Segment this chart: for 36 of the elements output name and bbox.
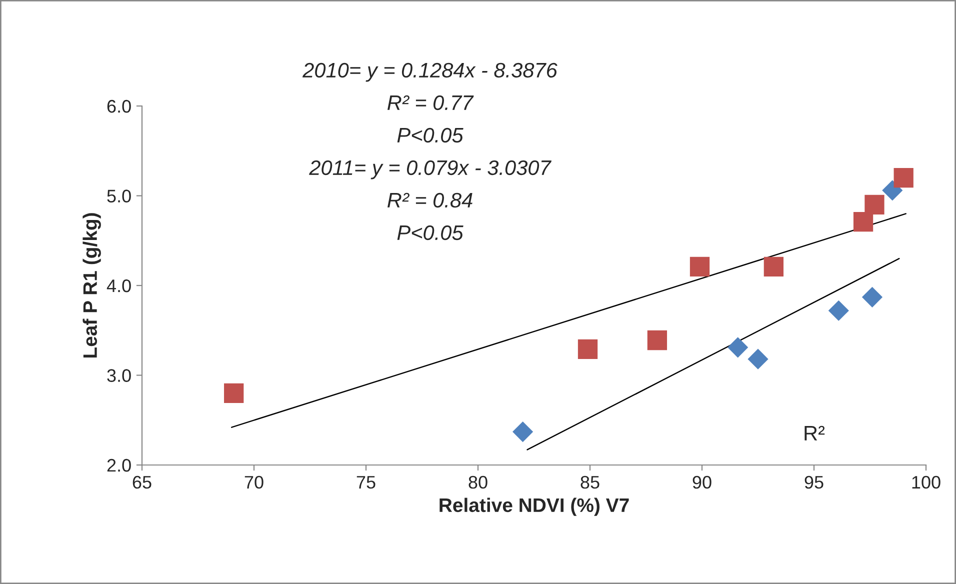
- point: [224, 383, 244, 404]
- point: [862, 286, 883, 308]
- point: [882, 180, 903, 201]
- annotation: P<0.05: [397, 225, 464, 240]
- point: [578, 339, 598, 360]
- point: [748, 348, 768, 370]
- annotation: R² = 0.77: [388, 95, 474, 110]
- x-tick-label: 90: [692, 476, 712, 489]
- point: [894, 168, 914, 188]
- x-tick-label: 80: [468, 476, 488, 489]
- point: [728, 337, 748, 358]
- point: [647, 330, 668, 350]
- point: [864, 194, 884, 215]
- annotation: P<0.05: [397, 128, 464, 143]
- point: [764, 256, 784, 276]
- x-tick-label: 65: [132, 476, 152, 489]
- point: [853, 212, 874, 232]
- point: [690, 256, 710, 276]
- x-tick-label: 95: [804, 476, 824, 489]
- x-tick-label: 70: [244, 476, 264, 489]
- point: [512, 421, 534, 442]
- x-tick-label: 100: [912, 476, 940, 489]
- x-axis-title: Relative NDVI (%) V7: [440, 498, 629, 516]
- y-tick-label: 5.0: [107, 190, 131, 202]
- y-tick-label: 2.0: [107, 458, 131, 472]
- annotation: 2011= y = 0.079x - 3.0307: [309, 160, 552, 180]
- annotation: R² = 0.84: [388, 192, 472, 208]
- text: 2010= y = 0.1284x - 8.3876: [302, 62, 558, 82]
- point: [828, 300, 849, 321]
- y-axis-title: Leaf P R1 (g/kg): [82, 213, 101, 358]
- annotation: R²: [804, 426, 825, 440]
- x-tick-label: 85: [580, 476, 600, 489]
- y-tick-label: 6.0: [107, 100, 131, 113]
- x-tick-label: 75: [356, 476, 376, 489]
- y-tick-label: 3.0: [107, 369, 131, 382]
- y-tick-label: 4.0: [106, 279, 131, 292]
